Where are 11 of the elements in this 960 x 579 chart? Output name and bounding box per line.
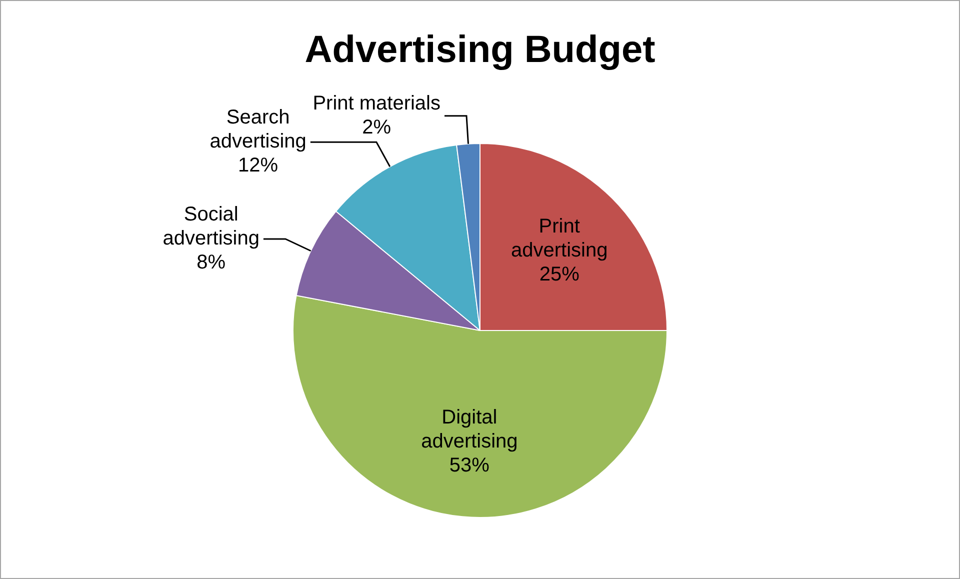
- data-label: 8%: [196, 251, 226, 274]
- chart-title: Advertising Budget: [304, 29, 656, 72]
- slice-label: Print advertising: [510, 216, 608, 262]
- data-label: 25%: [539, 264, 580, 286]
- slice-label: Search advertising: [210, 106, 306, 153]
- data-label: 12%: [238, 154, 278, 177]
- data-label: 2%: [362, 116, 392, 138]
- data-label: 53%: [449, 454, 490, 477]
- slice-label: Social advertising: [162, 203, 260, 250]
- slice-label: Digital advertising: [421, 406, 518, 453]
- slice-label: Print materials: [312, 92, 440, 114]
